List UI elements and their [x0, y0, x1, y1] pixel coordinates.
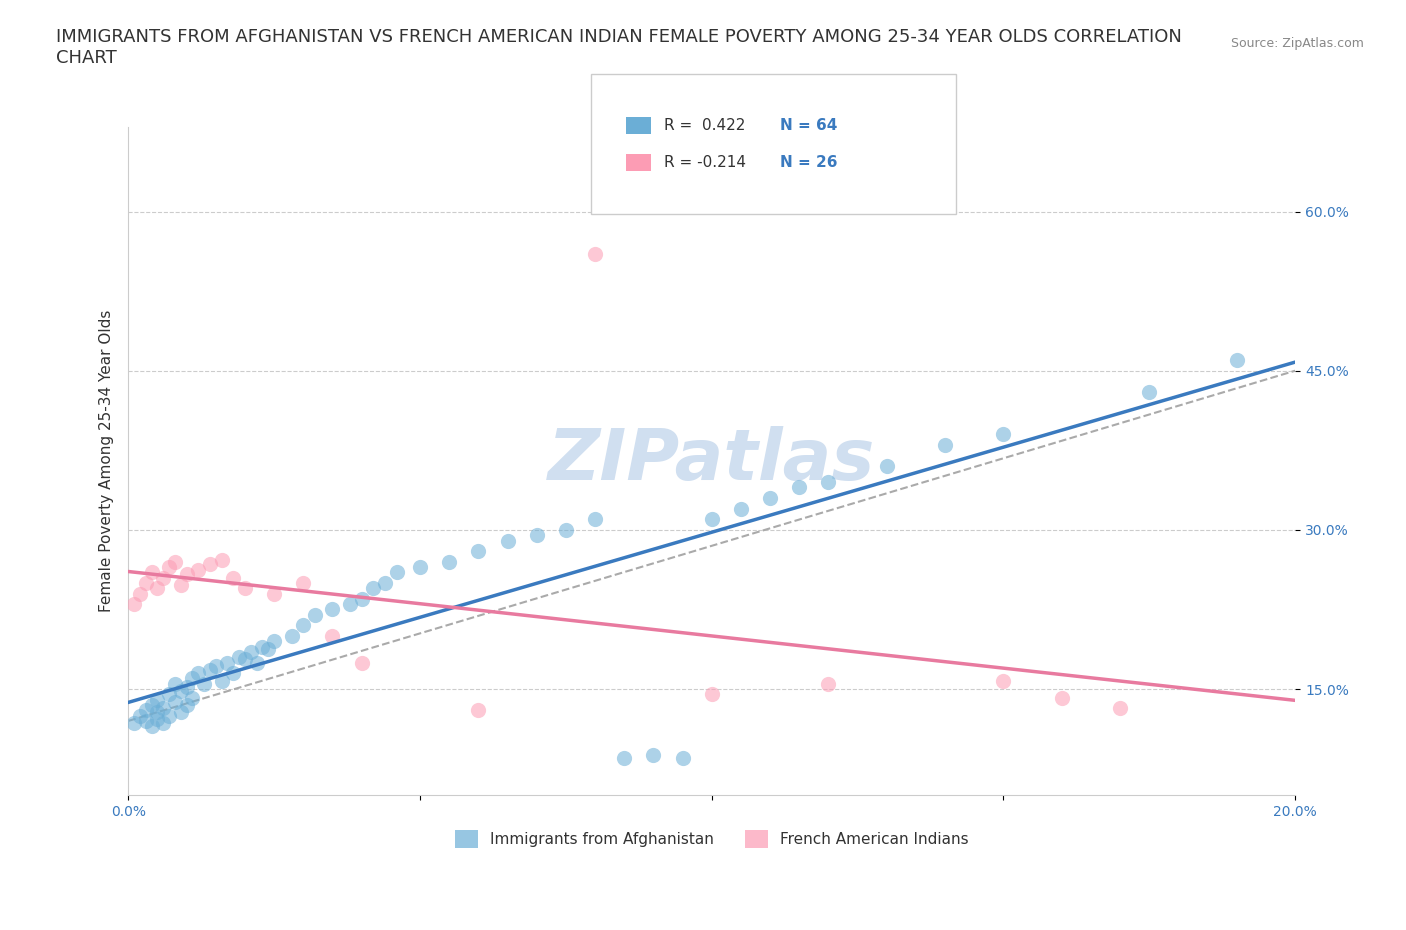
Point [129, 708, 152, 723]
Point [1226, 352, 1249, 367]
Point [170, 578, 193, 592]
Point [135, 713, 157, 728]
Point [163, 695, 186, 710]
Legend: Immigrants from Afghanistan, French American Indians: Immigrants from Afghanistan, French Amer… [449, 824, 974, 855]
Point [233, 652, 256, 667]
Point [1109, 701, 1132, 716]
Point [176, 680, 198, 695]
Point [787, 480, 810, 495]
Point [437, 554, 460, 569]
Text: ZIPatlas: ZIPatlas [548, 427, 876, 496]
Point [876, 458, 898, 473]
Point [350, 655, 373, 670]
Point [613, 751, 636, 765]
Point [233, 581, 256, 596]
Point [385, 565, 408, 579]
Point [759, 491, 782, 506]
Point [526, 527, 548, 542]
Point [321, 602, 343, 617]
Point [146, 711, 169, 726]
Point [187, 563, 209, 578]
Point [157, 560, 180, 575]
Point [141, 565, 163, 579]
Point [152, 701, 174, 716]
Text: R = -0.214: R = -0.214 [664, 155, 745, 170]
Point [135, 703, 157, 718]
Point [198, 662, 221, 677]
Point [409, 560, 432, 575]
Point [204, 658, 226, 673]
Point [228, 650, 250, 665]
Point [187, 666, 209, 681]
Point [252, 639, 274, 654]
Point [198, 556, 221, 571]
Point [467, 703, 489, 718]
Text: IMMIGRANTS FROM AFGHANISTAN VS FRENCH AMERICAN INDIAN FEMALE POVERTY AMONG 25-34: IMMIGRANTS FROM AFGHANISTAN VS FRENCH AM… [56, 28, 1182, 67]
Point [671, 751, 693, 765]
Point [146, 581, 169, 596]
Point [239, 644, 262, 659]
Point [152, 570, 174, 585]
Text: N = 26: N = 26 [780, 155, 838, 170]
Point [263, 586, 285, 601]
Point [263, 634, 285, 649]
Point [304, 607, 326, 622]
Point [496, 533, 519, 548]
Point [146, 692, 169, 707]
Point [993, 427, 1015, 442]
Point [321, 629, 343, 644]
Point [643, 748, 665, 763]
Point [181, 690, 204, 705]
Point [163, 554, 186, 569]
Text: N = 64: N = 64 [780, 118, 838, 133]
Point [181, 671, 204, 686]
Point [176, 567, 198, 582]
Point [292, 576, 315, 591]
Point [193, 676, 215, 691]
Point [141, 719, 163, 734]
Point [170, 684, 193, 698]
Text: R =  0.422: R = 0.422 [664, 118, 745, 133]
Point [363, 581, 385, 596]
Point [1050, 690, 1073, 705]
Point [163, 676, 186, 691]
Point [817, 474, 839, 489]
Point [374, 576, 396, 591]
Point [467, 544, 489, 559]
Point [152, 715, 174, 730]
Point [292, 618, 315, 632]
Point [222, 666, 245, 681]
Point [211, 552, 233, 567]
Point [280, 629, 302, 644]
Point [583, 512, 606, 526]
Point [554, 523, 576, 538]
Point [817, 676, 839, 691]
Point [1137, 384, 1160, 399]
Point [141, 698, 163, 712]
Text: Source: ZipAtlas.com: Source: ZipAtlas.com [1230, 37, 1364, 50]
Point [257, 642, 280, 657]
Point [217, 655, 239, 670]
Point [157, 708, 180, 723]
Point [135, 576, 157, 591]
Point [122, 597, 145, 612]
Point [157, 687, 180, 702]
Point [730, 501, 752, 516]
Point [700, 687, 723, 702]
Point [170, 705, 193, 720]
Point [583, 246, 606, 261]
Point [176, 698, 198, 712]
Point [211, 673, 233, 688]
Y-axis label: Female Poverty Among 25-34 Year Olds: Female Poverty Among 25-34 Year Olds [100, 310, 114, 612]
Point [129, 586, 152, 601]
Point [339, 597, 361, 612]
Point [146, 705, 169, 720]
Point [934, 437, 956, 452]
Point [246, 655, 269, 670]
Point [993, 673, 1015, 688]
Point [700, 512, 723, 526]
Point [122, 715, 145, 730]
Point [350, 591, 373, 606]
Point [222, 570, 245, 585]
